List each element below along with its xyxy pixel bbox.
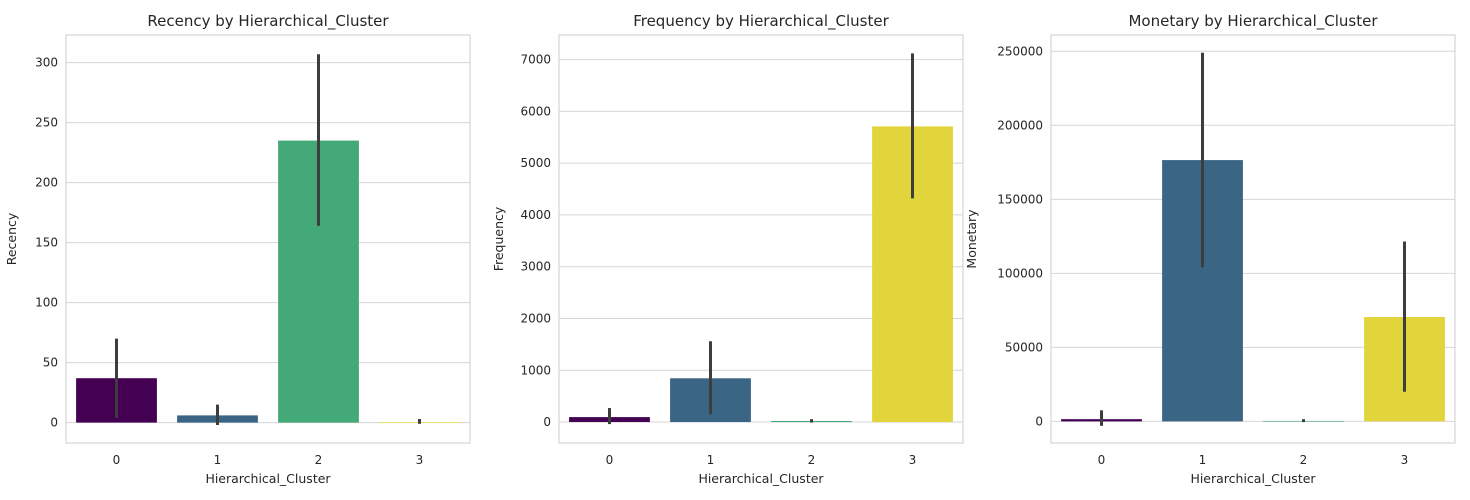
y-tick-label: 3000 bbox=[520, 260, 551, 274]
y-axis-label: Recency bbox=[4, 212, 19, 265]
plot-frame bbox=[1050, 34, 1456, 444]
y-tick-label: 6000 bbox=[520, 104, 551, 118]
y-tick-label: 4000 bbox=[520, 208, 551, 222]
x-tick-label: 0 bbox=[113, 453, 121, 467]
plot-frame bbox=[65, 34, 471, 444]
x-axis-label: Hierarchical_Cluster bbox=[1190, 471, 1316, 486]
y-tick-label: 200 bbox=[35, 176, 58, 190]
y-tick-label: 150000 bbox=[997, 192, 1043, 206]
y-tick-label: 5000 bbox=[520, 156, 551, 170]
y-axis-label: Frequency bbox=[491, 206, 506, 271]
chart-panel-frequency: 0 1000 2000 3000 4000 5000 6000 7000 0 1 2 3 Frequen… bbox=[491, 12, 964, 486]
x-tick-label: 2 bbox=[808, 453, 816, 467]
x-tick-label: 2 bbox=[315, 453, 323, 467]
chart-title: Frequency by Hierarchical_Cluster bbox=[633, 12, 889, 31]
y-tick-label: 300 bbox=[35, 56, 58, 70]
x-tick-label: 3 bbox=[416, 453, 424, 467]
y-tick-label: 2000 bbox=[520, 311, 551, 325]
y-tick-label: 0 bbox=[543, 415, 551, 429]
y-tick-label: 7000 bbox=[520, 53, 551, 67]
x-tick-label: 3 bbox=[1401, 453, 1409, 467]
y-axis-label: Monetary bbox=[964, 209, 979, 269]
y-tick-label: 200000 bbox=[997, 118, 1043, 132]
x-axis-label: Hierarchical_Cluster bbox=[698, 471, 824, 486]
chart-title: Monetary by Hierarchical_Cluster bbox=[1128, 12, 1378, 31]
chart-panel-monetary: 0 50000 100000 150000 200000 250000 0 1 2 3 Moneta… bbox=[964, 12, 1456, 486]
x-tick-label: 1 bbox=[707, 453, 715, 467]
y-tick-label: 0 bbox=[50, 416, 58, 430]
y-tick-label: 1000 bbox=[520, 363, 551, 377]
x-tick-label: 0 bbox=[606, 453, 614, 467]
y-tick-label: 150 bbox=[35, 236, 58, 250]
x-tick-label: 1 bbox=[1199, 453, 1207, 467]
y-tick-label: 100 bbox=[35, 296, 58, 310]
chart-title: Recency by Hierarchical_Cluster bbox=[147, 12, 389, 31]
y-tick-label: 0 bbox=[1035, 414, 1043, 428]
y-tick-label: 50 bbox=[43, 356, 58, 370]
chart-panel-recency: 0 50 100 150 200 250 300 0 1 2 3 Recency by Hierarc… bbox=[4, 12, 471, 486]
y-tick-label: 100000 bbox=[997, 266, 1043, 280]
x-axis-label: Hierarchical_Cluster bbox=[205, 471, 331, 486]
x-tick-label: 0 bbox=[1098, 453, 1106, 467]
x-tick-label: 3 bbox=[909, 453, 917, 467]
x-tick-label: 1 bbox=[214, 453, 222, 467]
x-tick-label: 2 bbox=[1300, 453, 1308, 467]
y-tick-label: 250 bbox=[35, 116, 58, 130]
y-tick-label: 50000 bbox=[1005, 340, 1043, 354]
y-tick-label: 250000 bbox=[997, 44, 1043, 58]
plot-frame bbox=[558, 34, 964, 444]
